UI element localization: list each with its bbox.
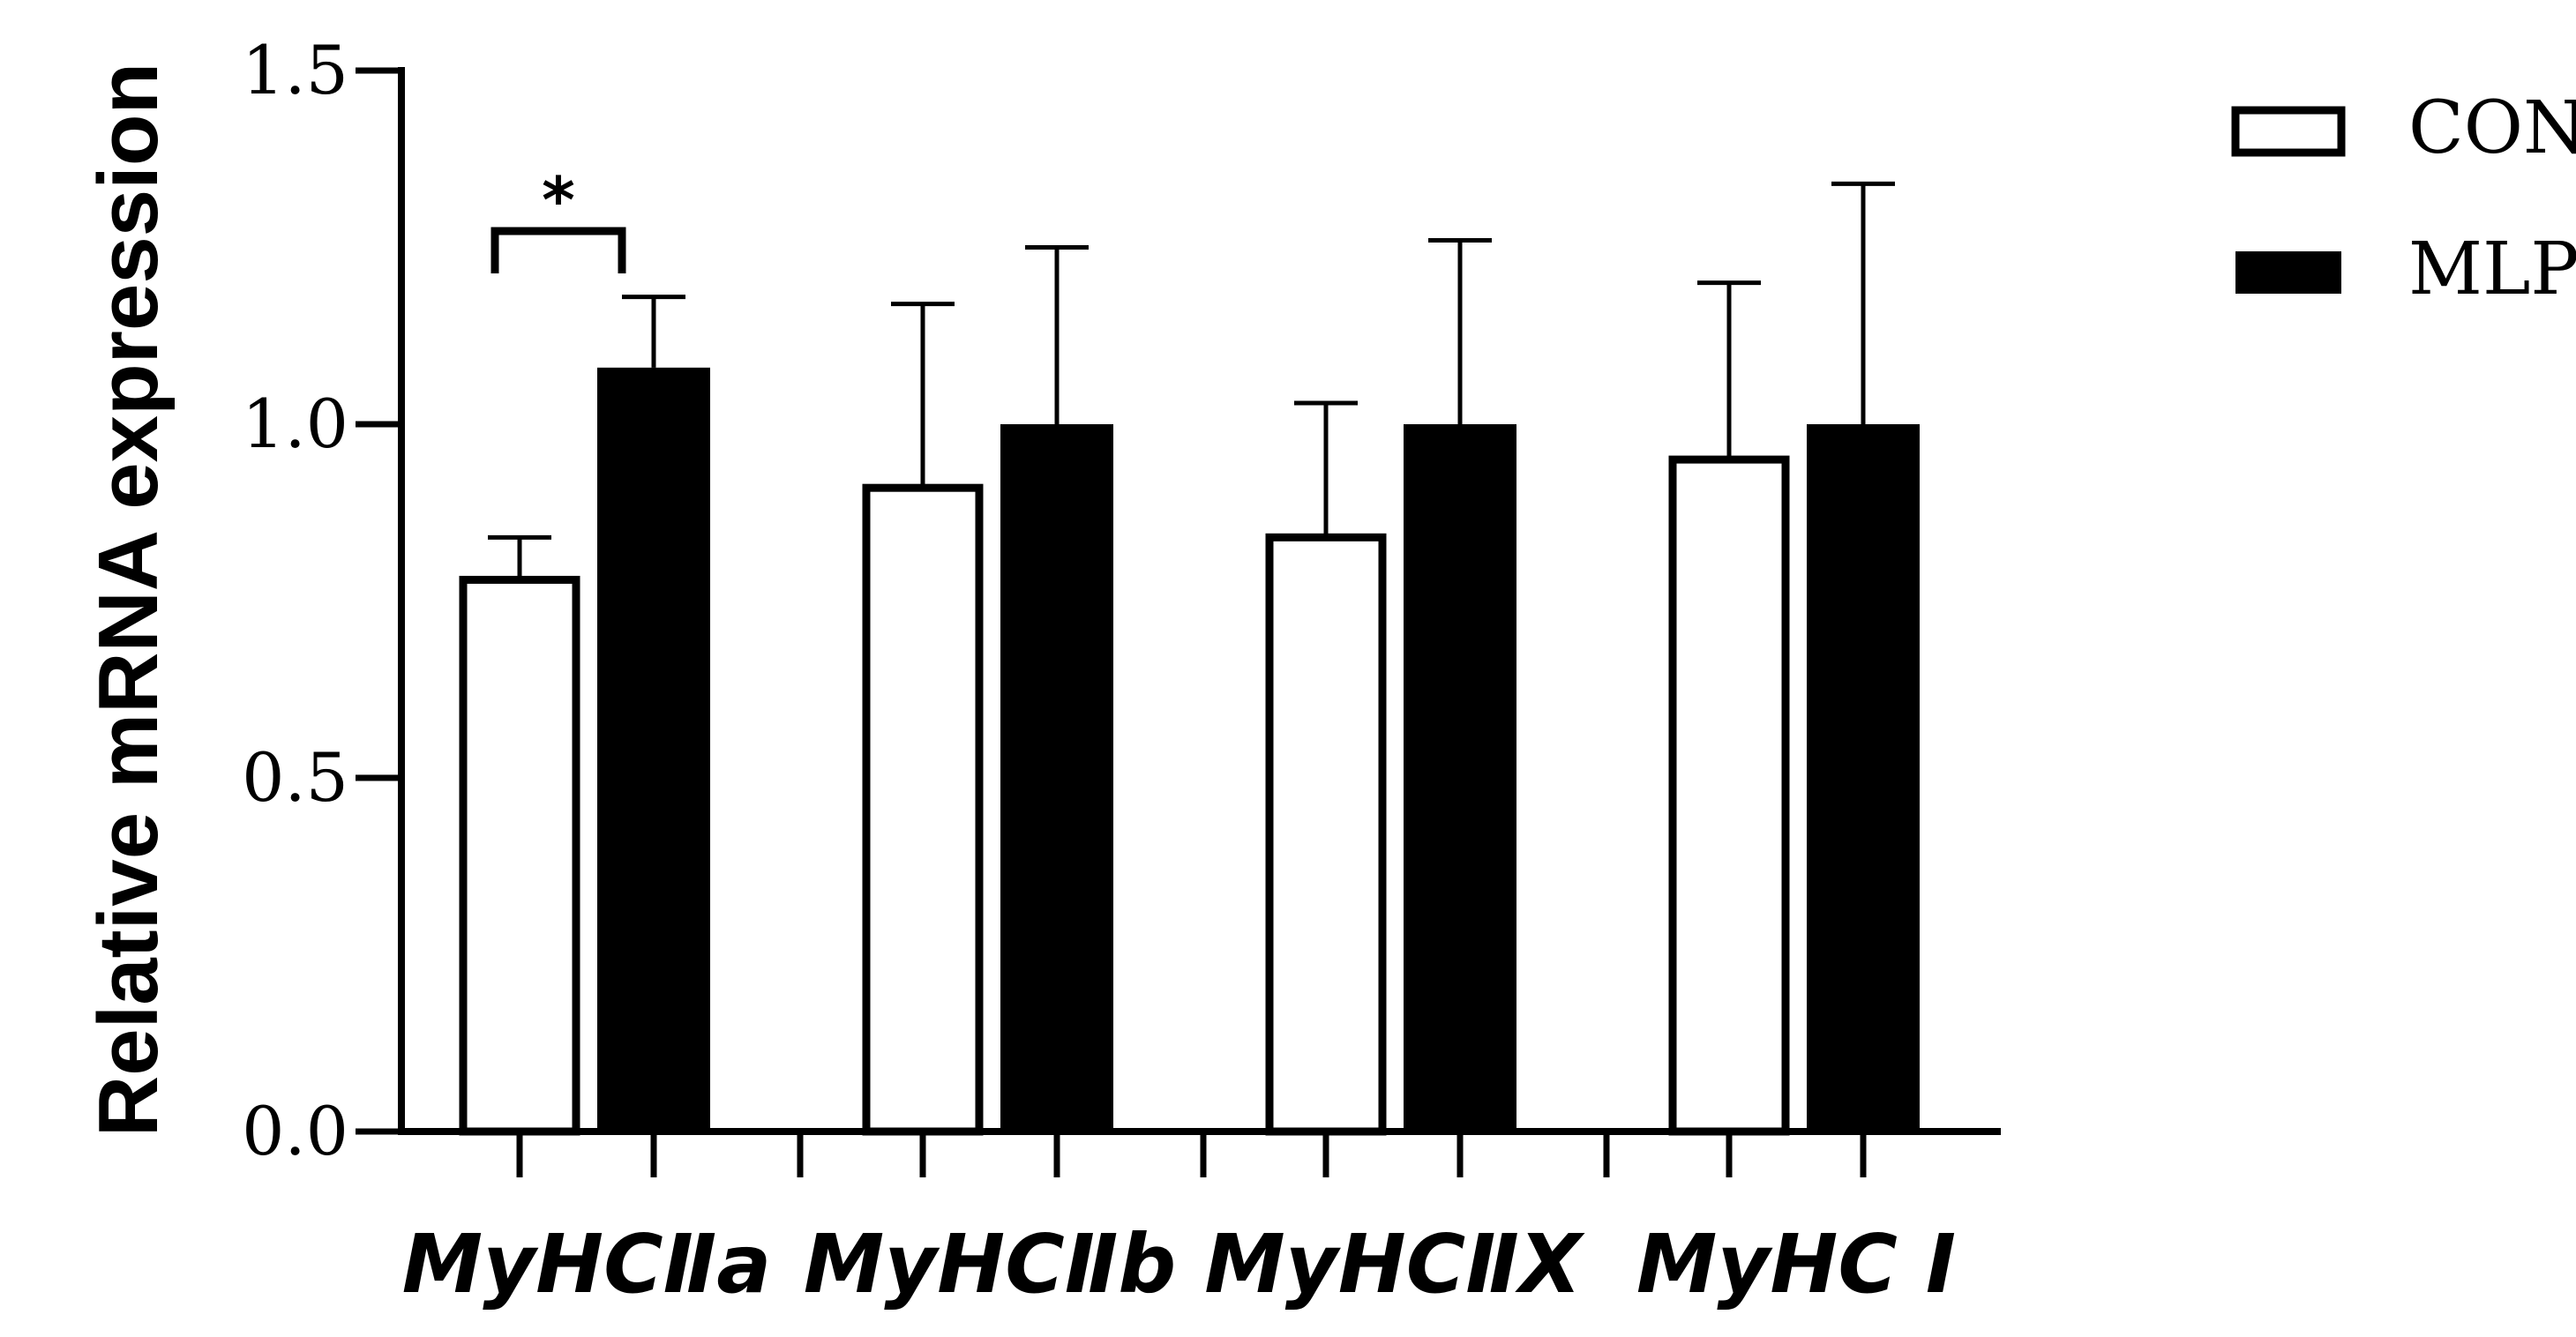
category-label: MyHCⅡa: [402, 1217, 772, 1311]
bar-con: [1668, 455, 1790, 1136]
y-tick-label: 0.0: [242, 1092, 348, 1170]
legend-swatch-mlp: [2235, 251, 2341, 294]
legend-swatch-con: [2231, 106, 2346, 157]
error-bars-group: [488, 181, 1895, 580]
bar-con: [862, 483, 984, 1136]
category-label: MyHC Ⅰ: [1636, 1217, 1956, 1311]
y-tick-label: 1.5: [242, 31, 348, 109]
y-axis-label: Relative mRNA expression: [81, 63, 176, 1137]
legend-label-mlp: MLP: [2408, 228, 2576, 311]
bar-con: [459, 575, 580, 1136]
legend: CON MLP: [2231, 86, 2576, 311]
bar-mlp: [1404, 424, 1516, 1132]
bar-con: [1265, 533, 1387, 1136]
bar-mlp: [1000, 424, 1113, 1132]
bar-mlp: [597, 367, 710, 1132]
legend-label-con: CON: [2408, 86, 2576, 170]
y-tick-label: 1.0: [242, 385, 348, 463]
annotations-group: *: [490, 163, 626, 273]
bars-group: [459, 367, 1920, 1136]
significance-bracket: [490, 227, 626, 273]
category-label: MyHCⅡX: [1204, 1217, 1585, 1311]
bar-mlp: [1807, 424, 1920, 1132]
category-labels-group: MyHCⅡa MyHCⅡb MyHCⅡX MyHC Ⅰ: [402, 1217, 1957, 1311]
y-tick-label: 0.5: [242, 738, 348, 817]
significance-marker: *: [542, 163, 575, 237]
category-label: MyHCⅡb: [804, 1217, 1177, 1311]
